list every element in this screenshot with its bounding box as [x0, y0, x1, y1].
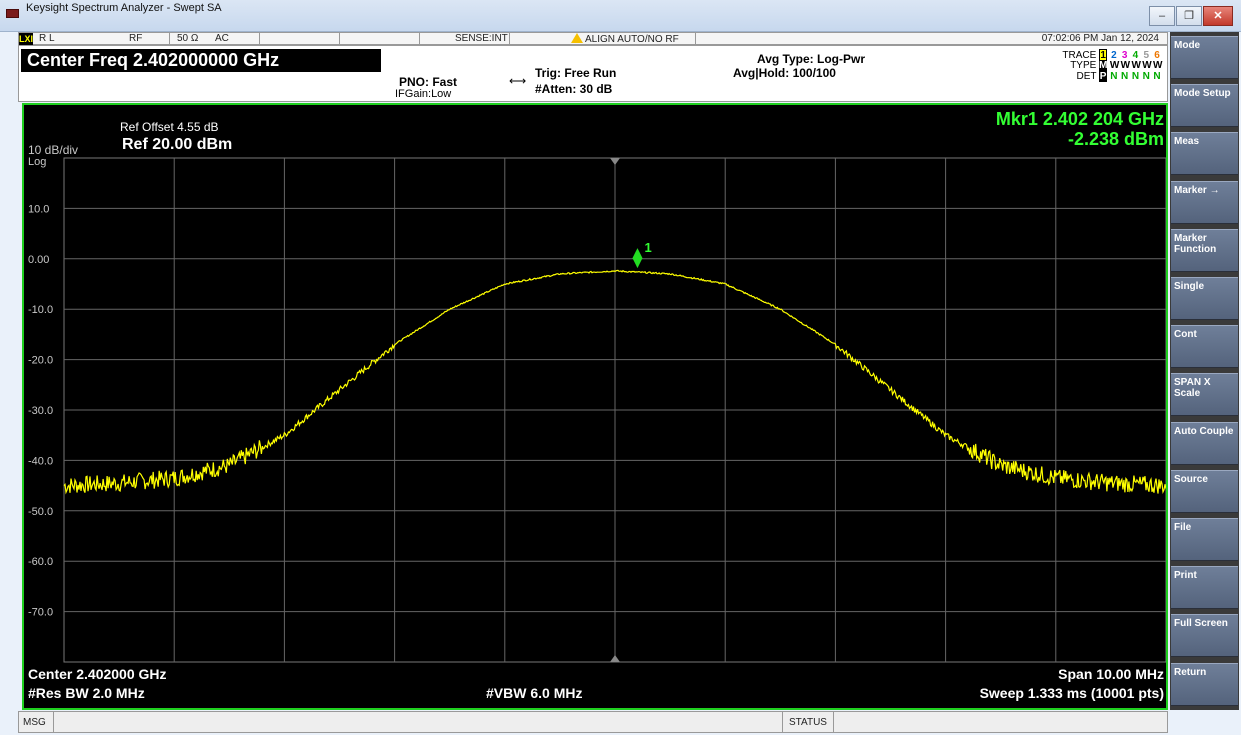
y-tick-label: 10.0	[28, 203, 49, 215]
softkey-4[interactable]: Marker Function	[1171, 228, 1238, 272]
rf-label: RF	[129, 33, 143, 44]
lxi-badge: LXI	[19, 33, 34, 45]
settings-panel: Center Freq 2.402000000 GHz PNO: Fast IF…	[18, 45, 1168, 102]
softkey-1[interactable]: Mode Setup	[1171, 84, 1238, 128]
trig-label: Trig: Free Run	[535, 66, 617, 80]
y-tick-label: -50.0	[28, 506, 53, 518]
softkey-0[interactable]: Mode	[1171, 36, 1238, 79]
sweep-readout[interactable]: Sweep 1.333 ms (10001 pts)	[979, 685, 1164, 701]
ifgain-label: IFGain:Low	[395, 88, 452, 100]
msg-label: MSG	[23, 717, 46, 728]
datetime: 07:02:06 PM Jan 12, 2024	[1041, 33, 1159, 44]
pno-label: PNO: Fast	[399, 75, 458, 89]
softkey-3[interactable]: Marker →	[1171, 180, 1238, 224]
center-marker-top	[610, 158, 620, 165]
avg-hold-label: Avg|Hold: 100/100	[733, 66, 836, 80]
y-tick-label: -30.0	[28, 405, 53, 417]
close-button[interactable]: ✕	[1203, 6, 1233, 26]
softkey-13[interactable]: Return	[1171, 662, 1238, 706]
sense-label: SENSE:INT	[455, 33, 508, 44]
graticule-screen[interactable]: 10.0 0.00 -10.0 -20.0 -30.0 -40.0 -50.0 -60.0 -7…	[22, 103, 1168, 710]
marker-frequency: Mkr1 2.402 204 GHz	[995, 109, 1164, 129]
softkey-8[interactable]: Auto Couple	[1171, 421, 1238, 465]
warning-icon	[571, 33, 583, 43]
log-label: Log	[28, 156, 47, 168]
center-marker-bottom	[610, 655, 620, 662]
softkey-10[interactable]: File	[1171, 518, 1238, 561]
ref-offset: Ref Offset 4.55 dB	[120, 120, 219, 134]
center-readout[interactable]: Center 2.402000 GHz	[28, 666, 167, 682]
y-tick-label: 0.00	[28, 254, 49, 266]
marker-diamond-icon	[632, 248, 643, 269]
app-icon	[6, 9, 19, 18]
scale-label: 10 dB/div	[28, 143, 79, 157]
y-tick-label: -70.0	[28, 607, 53, 619]
coupling-label: AC	[215, 33, 229, 44]
left-margin	[0, 32, 18, 735]
restore-button[interactable]: ❐	[1176, 6, 1202, 26]
trace-line	[63, 269, 1166, 495]
softkey-6[interactable]: Cont	[1171, 325, 1238, 369]
vbw-readout[interactable]: #VBW 6.0 MHz	[486, 685, 583, 701]
message-bar: MSG STATUS	[18, 711, 1168, 733]
marker-amplitude: -2.238 dBm	[1067, 129, 1164, 149]
span-readout[interactable]: Span 10.00 MHz	[1058, 666, 1164, 682]
softkey-panel: Mode Mode Setup Meas Marker → Marker Functio…	[1170, 32, 1239, 710]
y-tick-label: -10.0	[28, 304, 53, 316]
marker-number-label: 1	[644, 240, 651, 255]
center-freq-readout[interactable]: Center Freq 2.402000000 GHz	[21, 49, 381, 72]
softkey-9[interactable]: Source	[1171, 469, 1238, 513]
spectrum-plot[interactable]: 10.0 0.00 -10.0 -20.0 -30.0 -40.0 -50.0 -60.0 -7…	[24, 105, 1166, 708]
window-title: Keysight Spectrum Analyzer - Swept SA	[26, 2, 222, 14]
impedance-label: 50 Ω	[177, 33, 199, 44]
title-bar: Keysight Spectrum Analyzer - Swept SA – …	[0, 0, 1241, 32]
softkey-5[interactable]: Single	[1171, 277, 1238, 320]
rl-label: R L	[39, 33, 55, 44]
status-label: STATUS	[789, 717, 827, 728]
softkey-12[interactable]: Full Screen	[1171, 614, 1238, 658]
ref-level[interactable]: Ref 20.00 dBm	[122, 136, 233, 153]
softkey-11[interactable]: Print	[1171, 566, 1238, 610]
arrows-icon: ⟷	[509, 74, 527, 88]
status-line: LXI R L RF 50 Ω AC SENSE:INT ALIGN AUTO/…	[18, 32, 1168, 45]
y-tick-label: -40.0	[28, 455, 53, 467]
align-status: ALIGN AUTO/NO RF	[571, 33, 679, 46]
avg-type-label: Avg Type: Log-Pwr	[757, 52, 865, 66]
softkey-7[interactable]: SPAN X Scale	[1171, 373, 1238, 417]
atten-label: #Atten: 30 dB	[535, 82, 613, 96]
minimize-button[interactable]: –	[1149, 6, 1175, 26]
res-bw-readout[interactable]: #Res BW 2.0 MHz	[28, 685, 145, 701]
trace-table: TRACE 1 2 3 4 5 6 TYPE M W W W W W DET P…	[1062, 49, 1163, 82]
softkey-2[interactable]: Meas	[1171, 132, 1238, 176]
y-tick-label: -60.0	[28, 556, 53, 568]
y-tick-label: -20.0	[28, 355, 53, 367]
